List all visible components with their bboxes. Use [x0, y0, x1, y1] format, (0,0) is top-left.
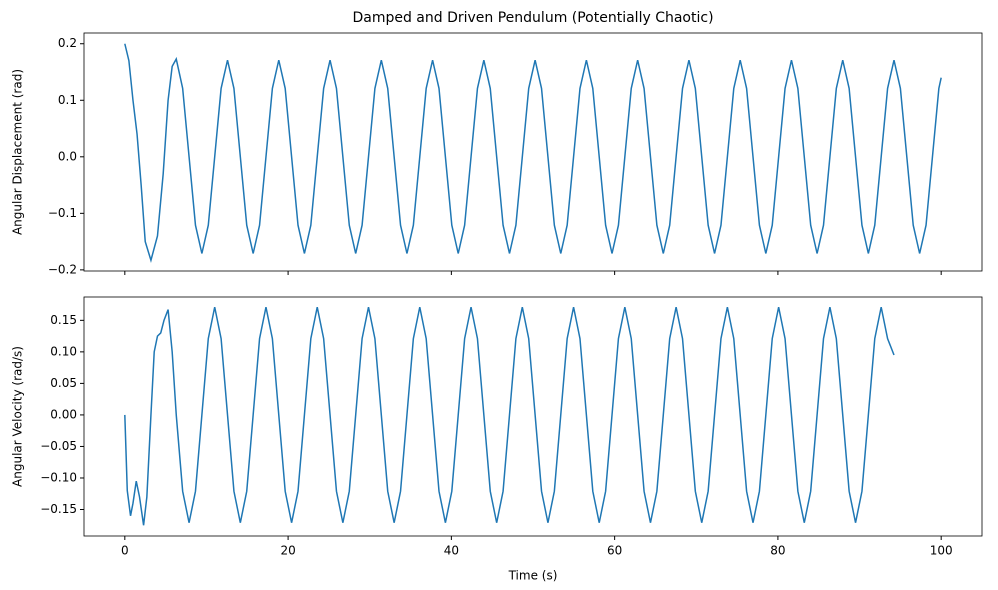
y-tick-label: 0.10 — [50, 344, 77, 358]
plot-frame — [83, 296, 983, 537]
data-line — [124, 43, 942, 263]
y-tick-label: 0.05 — [50, 376, 77, 390]
y-tick-label: 0.0 — [58, 149, 77, 163]
y-tick-label: −0.10 — [40, 470, 77, 484]
y-tick-label: −0.05 — [40, 439, 77, 453]
y-tick-label: 0.1 — [58, 93, 77, 107]
x-axis-label: Time (s) — [508, 569, 558, 583]
x-tick-label: 100 — [930, 544, 953, 558]
x-tick-label: 60 — [607, 544, 622, 558]
x-tick-label: 20 — [280, 544, 295, 558]
y-tick-label: 0.15 — [50, 313, 77, 327]
y-tick-label: −0.2 — [48, 262, 77, 276]
chart-title: Damped and Driven Pendulum (Potentially … — [352, 10, 713, 26]
y-tick-label: 0.00 — [50, 407, 77, 421]
plot-frame — [83, 32, 983, 272]
y-axis-label: Angular Displacement (rad) — [11, 69, 25, 235]
y-tick-label: 0.2 — [58, 36, 77, 50]
x-tick-label: 80 — [770, 544, 785, 558]
x-tick-label: 40 — [444, 544, 459, 558]
y-tick-label: −0.1 — [48, 206, 77, 220]
y-axis-label: Angular Velocity (rad/s) — [11, 346, 25, 487]
data-line — [124, 306, 895, 526]
x-tick-label: 0 — [121, 544, 129, 558]
y-tick-label: −0.15 — [40, 502, 77, 516]
